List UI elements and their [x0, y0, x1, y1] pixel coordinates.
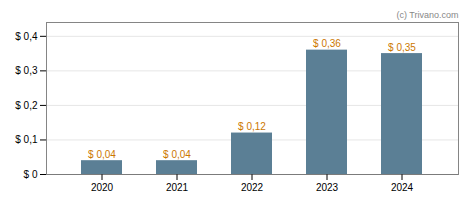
svg-text:$ 0,36: $ 0,36 — [313, 38, 341, 49]
svg-text:$ 0,2: $ 0,2 — [15, 100, 38, 111]
svg-text:2022: 2022 — [241, 182, 264, 193]
svg-text:$ 0,04: $ 0,04 — [163, 149, 191, 160]
svg-text:2020: 2020 — [91, 182, 114, 193]
svg-text:2021: 2021 — [166, 182, 189, 193]
svg-text:$ 0: $ 0 — [24, 169, 38, 180]
svg-text:$ 0,12: $ 0,12 — [238, 121, 266, 132]
svg-text:2023: 2023 — [316, 182, 339, 193]
svg-text:$ 0,04: $ 0,04 — [88, 149, 116, 160]
svg-text:2024: 2024 — [391, 182, 414, 193]
svg-text:$ 0,3: $ 0,3 — [15, 65, 38, 76]
svg-text:$ 0,35: $ 0,35 — [388, 42, 416, 53]
svg-text:$ 0,1: $ 0,1 — [15, 134, 38, 145]
svg-text:(c) Trivano.com: (c) Trivano.com — [396, 10, 458, 20]
svg-text:$ 0,4: $ 0,4 — [15, 31, 38, 42]
